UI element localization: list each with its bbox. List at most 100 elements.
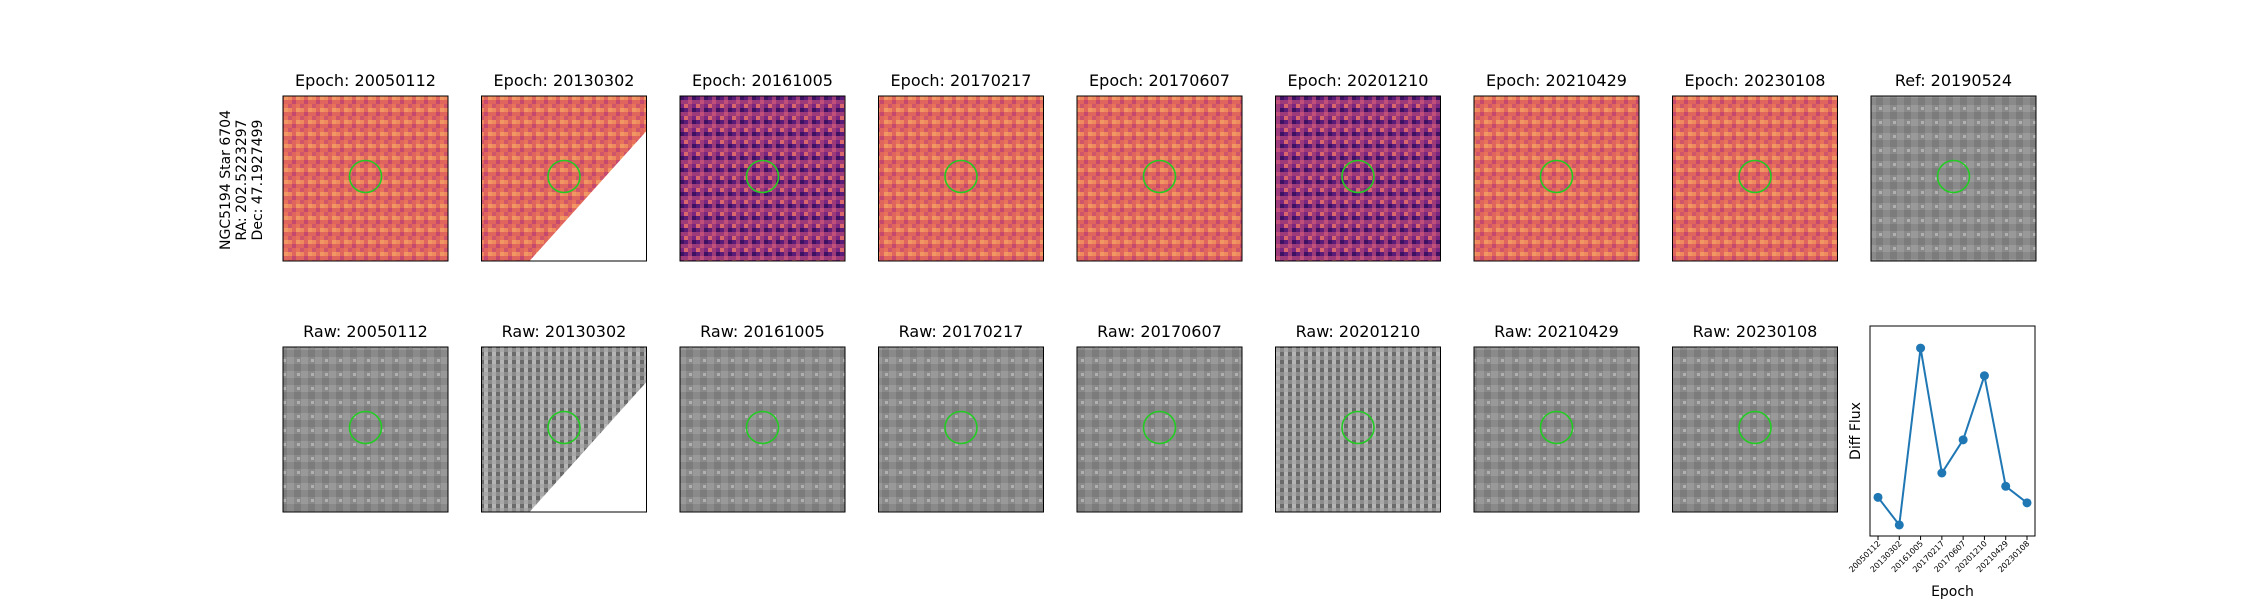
reference-frame — [1870, 95, 2037, 262]
raw-image-title: Raw: 20210429 — [1494, 322, 1619, 341]
target-circle — [944, 410, 978, 445]
data-point — [2022, 498, 2032, 508]
epoch-diff-frame — [1275, 95, 1441, 262]
raw-image-row: Raw: 20050112 Raw: 20130302 Raw: 20161005 R… — [282, 322, 1838, 513]
data-point — [1937, 468, 1947, 478]
raw-image-frame — [1275, 346, 1441, 513]
data-point — [1873, 492, 1883, 502]
raw-image-panel: Raw: 20170217 — [878, 322, 1044, 513]
epoch-diff-frame — [481, 95, 647, 262]
raw-image-frame — [282, 346, 449, 513]
epoch-diff-title: Epoch: 20170217 — [891, 71, 1032, 90]
x-axis-label: Epoch — [1931, 584, 1974, 600]
raw-image-frame — [481, 346, 647, 513]
epoch-diff-image — [283, 96, 448, 261]
reference-panel: Ref: 20190524 — [1870, 71, 2037, 262]
epoch-diff-panel: Epoch: 20210429 — [1473, 71, 1640, 262]
series-line — [1877, 347, 2028, 528]
y-axis-label: Diff Flux — [1848, 402, 1864, 460]
dec-text: Dec: 47.1927499 — [250, 120, 266, 241]
epoch-diff-title: Epoch: 20210429 — [1486, 71, 1627, 90]
epoch-diff-image — [1672, 96, 1838, 261]
raw-image-frame — [1672, 346, 1838, 513]
raw-image-frame — [1076, 346, 1243, 513]
target-circle — [547, 159, 581, 194]
star-info-label: NGC5194 Star 6704 RA: 202.5223297 Dec: 4… — [218, 110, 266, 250]
epoch-diff-frame — [1672, 95, 1838, 262]
target-circle — [745, 410, 780, 445]
raw-image-title: Raw: 20201210 — [1296, 322, 1421, 341]
target-circle — [1142, 410, 1177, 445]
raw-image-frame — [679, 346, 846, 513]
raw-image-title: Raw: 20130302 — [502, 322, 627, 341]
data-point — [1958, 435, 1968, 445]
target-circle — [1539, 159, 1574, 194]
epoch-diff-image — [680, 96, 845, 261]
epoch-diff-title: Epoch: 20170607 — [1089, 71, 1230, 90]
epoch-diff-image — [1474, 96, 1639, 261]
masked-region — [529, 131, 647, 261]
epoch-diff-panel: Epoch: 20130302 — [481, 71, 647, 262]
raw-image-title: Raw: 20161005 — [700, 322, 825, 341]
epoch-diff-panel: Epoch: 20230108 — [1672, 71, 1838, 262]
raw-image-panel: Raw: 20161005 — [679, 322, 846, 513]
epoch-diff-title: Epoch: 20230108 — [1685, 71, 1826, 90]
target-circle — [348, 410, 383, 445]
raw-image-image — [1275, 347, 1441, 512]
epoch-diff-panel: Epoch: 20161005 — [679, 71, 846, 262]
raw-image-image — [1672, 347, 1838, 512]
reference-title: Ref: 20190524 — [1895, 71, 2012, 90]
data-point — [1979, 371, 1989, 381]
raw-image-title: Raw: 20230108 — [1693, 322, 1818, 341]
target-circle — [1539, 410, 1574, 445]
epoch-diff-panel: Epoch: 20170217 — [878, 71, 1044, 262]
raw-image-frame — [1473, 346, 1640, 513]
diff-flux-chart: 2005011220130302201610052017021720170607… — [1847, 325, 2036, 600]
reference-image — [1871, 96, 2036, 261]
raw-image-image — [1474, 347, 1639, 512]
target-circle — [348, 159, 383, 194]
data-point — [1894, 520, 1904, 530]
raw-image-panel: Raw: 20050112 — [282, 322, 449, 513]
masked-region — [529, 382, 647, 512]
target-circle — [547, 410, 581, 445]
epoch-diff-title: Epoch: 20161005 — [692, 71, 833, 90]
epoch-diff-image — [1275, 96, 1441, 261]
star-id-text: NGC5194 Star 6704 — [218, 110, 234, 250]
raw-image-title: Raw: 20050112 — [303, 322, 428, 341]
epoch-diff-title: Epoch: 20201210 — [1288, 71, 1429, 90]
target-circle — [1142, 159, 1177, 194]
epoch-diff-image — [1077, 96, 1242, 261]
raw-image-panel: Raw: 20201210 — [1275, 322, 1441, 513]
raw-image-panel: Raw: 20130302 — [481, 322, 647, 513]
ra-text: RA: 202.5223297 — [234, 119, 250, 240]
epoch-diff-frame — [282, 95, 449, 262]
raw-image-panel: Raw: 20170607 — [1076, 322, 1243, 513]
target-circle — [1341, 159, 1375, 194]
raw-image-image — [283, 347, 448, 512]
raw-image-title: Raw: 20170217 — [899, 322, 1024, 341]
data-point — [1916, 343, 1926, 353]
raw-image-image — [1077, 347, 1242, 512]
raw-image-panel: Raw: 20210429 — [1473, 322, 1640, 513]
epoch-diff-frame — [878, 95, 1044, 262]
epoch-diff-title: Epoch: 20050112 — [295, 71, 436, 90]
difference-image-row: Epoch: 20050112 Epoch: 20130302 Epoch: 201… — [282, 71, 2037, 262]
target-circle — [1738, 159, 1772, 194]
epoch-diff-panel: Epoch: 20050112 — [282, 71, 449, 262]
target-circle — [1936, 159, 1971, 194]
raw-image-image — [680, 347, 845, 512]
target-circle — [1341, 410, 1375, 445]
epoch-diff-panel: Epoch: 20170607 — [1076, 71, 1243, 262]
target-circle — [944, 159, 978, 194]
epoch-diff-title: Epoch: 20130302 — [494, 71, 635, 90]
epoch-diff-frame — [1473, 95, 1640, 262]
epoch-diff-panel: Epoch: 20201210 — [1275, 71, 1441, 262]
raw-image-frame — [878, 346, 1044, 513]
raw-image-panel: Raw: 20230108 — [1672, 322, 1838, 513]
raw-image-title: Raw: 20170607 — [1097, 322, 1222, 341]
target-circle — [1738, 410, 1772, 445]
epoch-diff-frame — [1076, 95, 1243, 262]
epoch-diff-image — [878, 96, 1044, 261]
